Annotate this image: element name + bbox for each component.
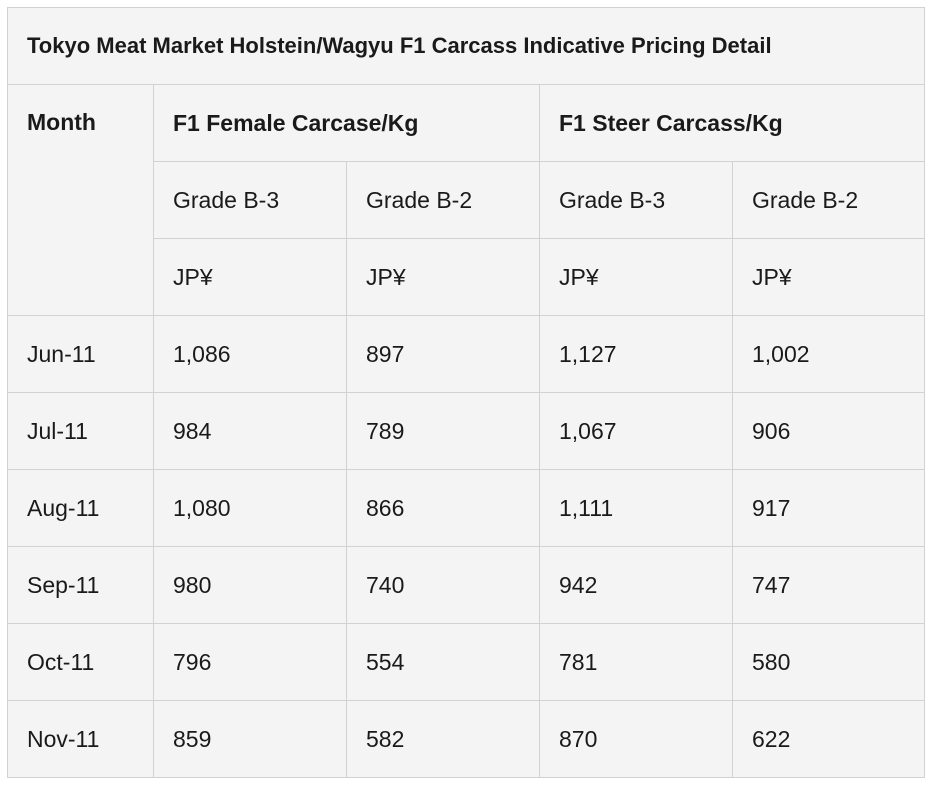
price-cell: 781 bbox=[539, 623, 733, 701]
table-row: Oct-11 796 554 781 580 bbox=[7, 623, 925, 701]
price-cell: 1,111 bbox=[539, 469, 733, 547]
group-header: F1 Female Carcase/Kg bbox=[153, 84, 540, 162]
table-title: Tokyo Meat Market Holstein/Wagyu F1 Carc… bbox=[7, 7, 925, 85]
table-row: Jul-11 984 789 1,067 906 bbox=[7, 392, 925, 470]
unit-header: JP¥ bbox=[539, 238, 733, 316]
grade-header: Grade B-2 bbox=[346, 161, 540, 239]
month-cell: Sep-11 bbox=[7, 546, 154, 624]
grade-header: Grade B-3 bbox=[153, 161, 347, 239]
price-cell: 554 bbox=[346, 623, 540, 701]
table-row: Month F1 Female Carcase/Kg F1 Steer Carcas… bbox=[7, 84, 925, 316]
month-cell: Nov-11 bbox=[7, 700, 154, 778]
price-cell: 1,002 bbox=[732, 315, 925, 393]
price-cell: 897 bbox=[346, 315, 540, 393]
table-row: JP¥ JP¥ JP¥ JP¥ bbox=[8, 238, 925, 316]
month-header: Month bbox=[7, 84, 154, 316]
month-cell: Jul-11 bbox=[7, 392, 154, 470]
price-cell: 984 bbox=[153, 392, 347, 470]
table-row: Jun-11 1,086 897 1,127 1,002 bbox=[7, 315, 925, 393]
table-row: Nov-11 859 582 870 622 bbox=[7, 700, 925, 778]
price-cell: 747 bbox=[732, 546, 925, 624]
price-cell: 859 bbox=[153, 700, 347, 778]
unit-header: JP¥ bbox=[732, 238, 925, 316]
price-cell: 582 bbox=[346, 700, 540, 778]
table-row: Aug-11 1,080 866 1,111 917 bbox=[7, 469, 925, 547]
price-cell: 870 bbox=[539, 700, 733, 778]
month-cell: Aug-11 bbox=[7, 469, 154, 547]
table-row: Tokyo Meat Market Holstein/Wagyu F1 Carc… bbox=[7, 7, 925, 85]
grade-header: Grade B-3 bbox=[539, 161, 733, 239]
unit-header: JP¥ bbox=[346, 238, 540, 316]
price-cell: 980 bbox=[153, 546, 347, 624]
grade-header: Grade B-2 bbox=[732, 161, 925, 239]
group-header: F1 Steer Carcass/Kg bbox=[539, 84, 925, 162]
price-cell: 917 bbox=[732, 469, 925, 547]
price-cell: 740 bbox=[346, 546, 540, 624]
price-cell: 1,127 bbox=[539, 315, 733, 393]
price-cell: 906 bbox=[732, 392, 925, 470]
price-cell: 622 bbox=[732, 700, 925, 778]
table-body: Tokyo Meat Market Holstein/Wagyu F1 Carc… bbox=[7, 7, 925, 778]
unit-header: JP¥ bbox=[153, 238, 347, 316]
month-cell: Oct-11 bbox=[7, 623, 154, 701]
price-cell: 580 bbox=[732, 623, 925, 701]
price-cell: 1,080 bbox=[153, 469, 347, 547]
price-cell: 796 bbox=[153, 623, 347, 701]
price-cell: 1,086 bbox=[153, 315, 347, 393]
price-cell: 789 bbox=[346, 392, 540, 470]
pricing-table: Tokyo Meat Market Holstein/Wagyu F1 Carc… bbox=[7, 7, 925, 778]
price-cell: 942 bbox=[539, 546, 733, 624]
price-cell: 866 bbox=[346, 469, 540, 547]
price-cell: 1,067 bbox=[539, 392, 733, 470]
table-row: Sep-11 980 740 942 747 bbox=[7, 546, 925, 624]
month-cell: Jun-11 bbox=[7, 315, 154, 393]
